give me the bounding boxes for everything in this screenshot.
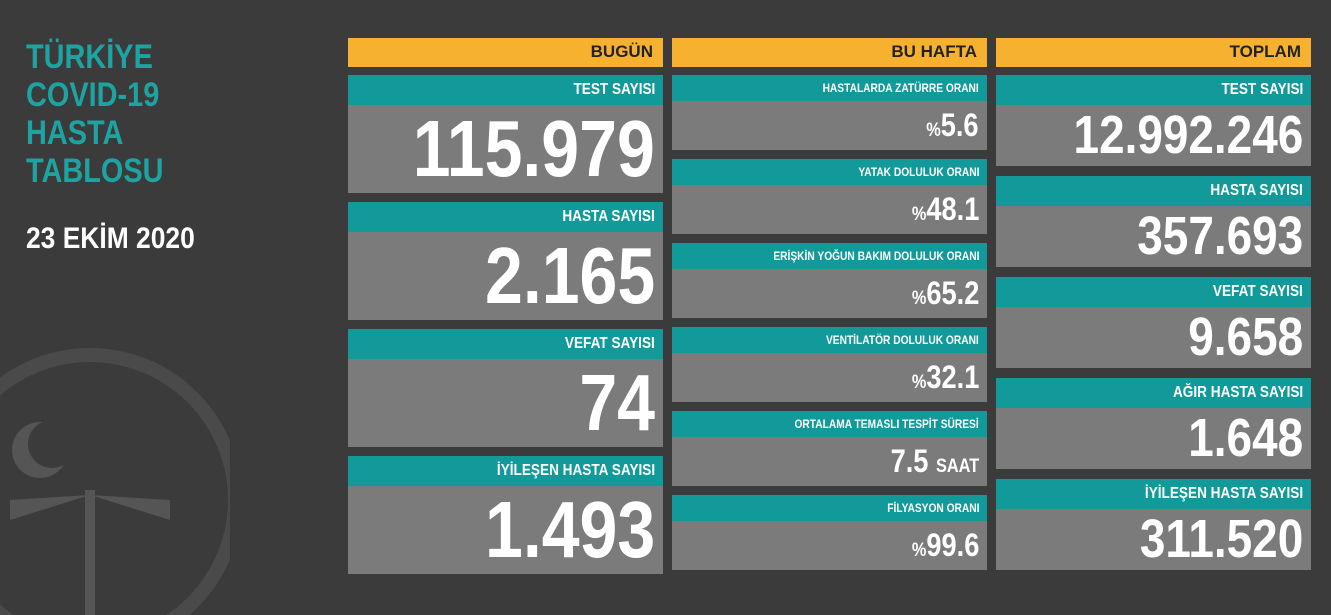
value-group: %65.2	[912, 269, 979, 323]
value-text: 32.1	[926, 359, 979, 395]
card-label: TEST SAYISI	[348, 75, 663, 105]
card-label: VEFAT SAYISI	[348, 329, 663, 359]
column-header: BUGÜN	[348, 38, 663, 67]
card-value: 357.693	[996, 206, 1311, 267]
value-group: 1.493	[485, 486, 655, 574]
value-text: 65.2	[926, 275, 979, 311]
title-line: COVID-19	[26, 76, 160, 114]
card-value: 74	[348, 359, 663, 447]
title-line: TABLOSU	[26, 152, 164, 190]
value-group: %32.1	[912, 353, 979, 407]
value-group: 9.658	[1188, 307, 1303, 368]
card-value: 12.992.246	[996, 105, 1311, 166]
value-group: 7.5 SAAT	[890, 437, 979, 491]
card-label: VENTİLATÖR DOLULUK ORANI	[672, 327, 987, 353]
label-text: VEFAT SAYISI	[565, 335, 655, 352]
value-group: 74	[579, 359, 655, 447]
card-value: 7.5 SAAT	[672, 437, 987, 486]
card-label: YATAK DOLULUK ORANI	[672, 159, 987, 185]
value-group: 115.979	[413, 105, 655, 193]
card-label: ERİŞKİN YOĞUN BAKIM DOLULUK ORANI	[672, 243, 987, 269]
value-group: %48.1	[912, 185, 979, 239]
value-suffix: SAAT	[935, 456, 979, 477]
value-prefix: %	[926, 120, 942, 141]
value-prefix: %	[911, 204, 927, 225]
card-value: 1.493	[348, 486, 663, 574]
value-text: 1.648	[1188, 408, 1303, 468]
column-header: TOPLAM	[996, 38, 1311, 67]
value-text: 7.5	[890, 443, 929, 479]
label-text: VENTİLATÖR DOLULUK ORANI	[826, 333, 979, 347]
card-value: 2.165	[348, 232, 663, 320]
card-label: AĞIR HASTA SAYISI	[996, 378, 1311, 408]
column-header: BU HAFTA	[672, 38, 987, 67]
title-line: HASTA	[26, 114, 124, 152]
card-label: İYİLEŞEN HASTA SAYISI	[348, 456, 663, 486]
card-label: HASTALARDA ZATÜRRE ORANI	[672, 75, 987, 101]
card-label: TEST SAYISI	[996, 75, 1311, 105]
value-text: 99.6	[926, 527, 979, 563]
card-value: 311.520	[996, 509, 1311, 570]
value-text: 1.493	[484, 485, 655, 574]
emblem	[0, 348, 230, 615]
value-group: 12.992.246	[1073, 105, 1303, 166]
value-group: 357.693	[1137, 206, 1303, 267]
card-value: %5.6	[672, 101, 987, 150]
card-label: ORTALAMA TEMASLI TESPİT SÜRESİ	[672, 411, 987, 437]
value-text: 48.1	[926, 191, 979, 227]
label-text: AĞIR HASTA SAYISI	[1172, 384, 1303, 401]
label-text: İYİLEŞEN HASTA SAYISI	[1144, 485, 1303, 502]
label-text: ERİŞKİN YOĞUN BAKIM DOLULUK ORANI	[772, 249, 979, 263]
date: 23 EKİM 2020	[26, 222, 195, 255]
title-line: TÜRKİYE	[26, 38, 153, 76]
value-text: 2.165	[484, 231, 655, 320]
value-group: 1.648	[1188, 408, 1303, 469]
label-text: HASTA SAYISI	[1210, 182, 1303, 199]
value-text: 5.6	[941, 107, 979, 143]
value-text: 9.658	[1188, 307, 1303, 367]
value-prefix: %	[911, 372, 927, 393]
value-text: 12.992.246	[1073, 105, 1303, 165]
card-label: VEFAT SAYISI	[996, 277, 1311, 307]
card-value: %99.6	[672, 521, 987, 570]
label-text: FİLYASYON ORANI	[886, 501, 979, 515]
card-value: %48.1	[672, 185, 987, 234]
label-text: HASTALARDA ZATÜRRE ORANI	[822, 81, 979, 95]
card-value: %65.2	[672, 269, 987, 318]
card-value: 9.658	[996, 307, 1311, 368]
label-text: ORTALAMA TEMASLI TESPİT SÜRESİ	[794, 417, 979, 431]
card-label: HASTA SAYISI	[996, 176, 1311, 206]
card-label: HASTA SAYISI	[348, 202, 663, 232]
card-value: %32.1	[672, 353, 987, 402]
value-group: %99.6	[912, 521, 979, 575]
card-label: İYİLEŞEN HASTA SAYISI	[996, 479, 1311, 509]
card-value: 115.979	[348, 105, 663, 193]
label-text: VEFAT SAYISI	[1213, 283, 1303, 300]
value-prefix: %	[911, 288, 927, 309]
value-text: 357.693	[1137, 206, 1303, 266]
label-text: TEST SAYISI	[573, 81, 655, 98]
value-group: 311.520	[1140, 509, 1303, 570]
label-text: İYİLEŞEN HASTA SAYISI	[496, 462, 655, 479]
value-text: 115.979	[412, 104, 655, 193]
value-text: 74	[579, 358, 655, 447]
value-text: 311.520	[1139, 509, 1303, 569]
label-text: HASTA SAYISI	[562, 208, 655, 225]
label-text: TEST SAYISI	[1221, 81, 1303, 98]
value-group: 2.165	[485, 232, 655, 320]
card-label: FİLYASYON ORANI	[672, 495, 987, 521]
value-group: %5.6	[927, 101, 979, 155]
value-prefix: %	[911, 540, 927, 561]
card-value: 1.648	[996, 408, 1311, 469]
label-text: YATAK DOLULUK ORANI	[857, 165, 979, 179]
